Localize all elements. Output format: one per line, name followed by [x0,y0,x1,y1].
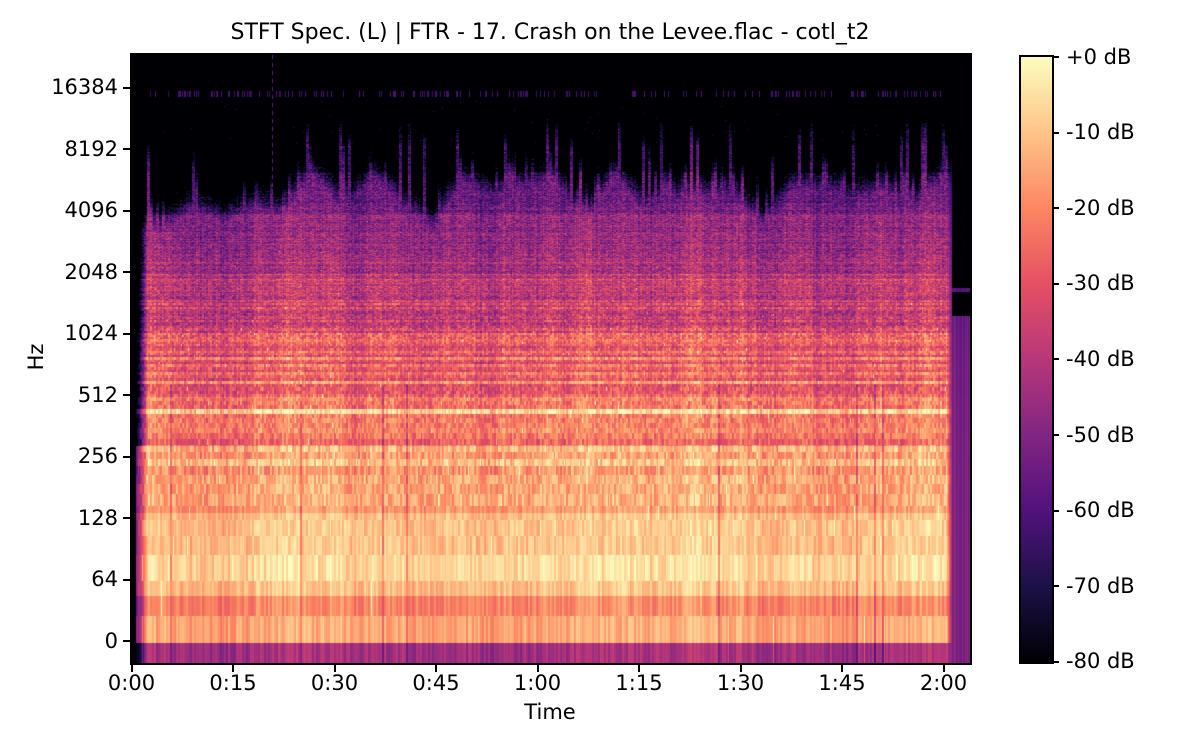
x-tick-label: 1:45 [818,671,866,695]
y-tick-label: 16384 [51,75,118,99]
colorbar [1019,55,1054,664]
x-tick [130,665,133,672]
colorbar-tick-label: -80 dB [1066,649,1135,674]
colorbar-tick-label: +0 dB [1066,44,1132,69]
y-tick-label: 64 [91,567,118,592]
x-tick [232,665,234,672]
colorbar-tick [1052,207,1059,210]
y-tick [122,455,130,458]
x-axis-label: Time [524,700,576,724]
x-tick-label: 0:00 [107,671,156,695]
y-tick-label: 1024 [64,321,118,346]
colorbar-gradient [1021,57,1052,662]
x-tick-label: 1:00 [513,671,562,695]
y-tick-label: 8192 [64,136,118,161]
colorbar-tick-label: -30 dB [1066,271,1135,296]
y-tick-label: 0 [104,628,118,653]
y-tick [122,209,130,212]
x-tick-label: 0:30 [310,671,359,695]
x-tick [638,665,640,672]
y-tick-label: 256 [77,444,118,469]
spectrogram-canvas [131,55,970,663]
colorbar-tick [1052,131,1059,134]
colorbar-tick [1052,509,1059,512]
y-tick [122,271,130,274]
x-tick-label: 0:45 [412,671,460,695]
spectrogram-title: STFT Spec. (L) | FTR - 17. Crash on the … [230,20,870,45]
x-tick [841,665,843,672]
x-tick-label: 0:15 [209,671,257,695]
colorbar-tick-label: -60 dB [1066,498,1135,523]
colorbar-tick-label: -20 dB [1066,195,1135,220]
x-tick [942,665,945,672]
plot-area [129,53,972,665]
x-tick-label: 1:30 [716,671,765,695]
x-tick [333,665,336,672]
y-tick [122,578,130,581]
y-tick [122,640,130,643]
colorbar-tick [1052,585,1059,588]
y-tick [122,394,130,397]
colorbar-tick [1052,434,1059,436]
y-tick-label: 128 [77,505,118,530]
x-tick [739,665,742,672]
x-tick-label: 1:15 [615,671,663,695]
colorbar-tick-label: -70 dB [1066,573,1135,598]
colorbar-tick [1052,56,1059,58]
x-tick [435,665,437,672]
x-tick [536,665,539,672]
colorbar-tick-label: -50 dB [1066,422,1135,447]
y-tick-label: 512 [77,382,118,407]
x-tick-label: 2:00 [919,671,968,695]
y-tick-label: 2048 [64,259,118,284]
colorbar-tick [1052,660,1059,663]
y-tick [122,517,130,520]
y-tick [122,148,130,151]
colorbar-tick [1052,282,1059,285]
y-tick [122,332,130,335]
y-tick [122,86,130,89]
colorbar-tick [1052,358,1059,361]
colorbar-tick-label: -10 dB [1066,120,1135,145]
colorbar-tick-label: -40 dB [1066,346,1135,371]
y-tick-label: 4096 [64,198,118,223]
